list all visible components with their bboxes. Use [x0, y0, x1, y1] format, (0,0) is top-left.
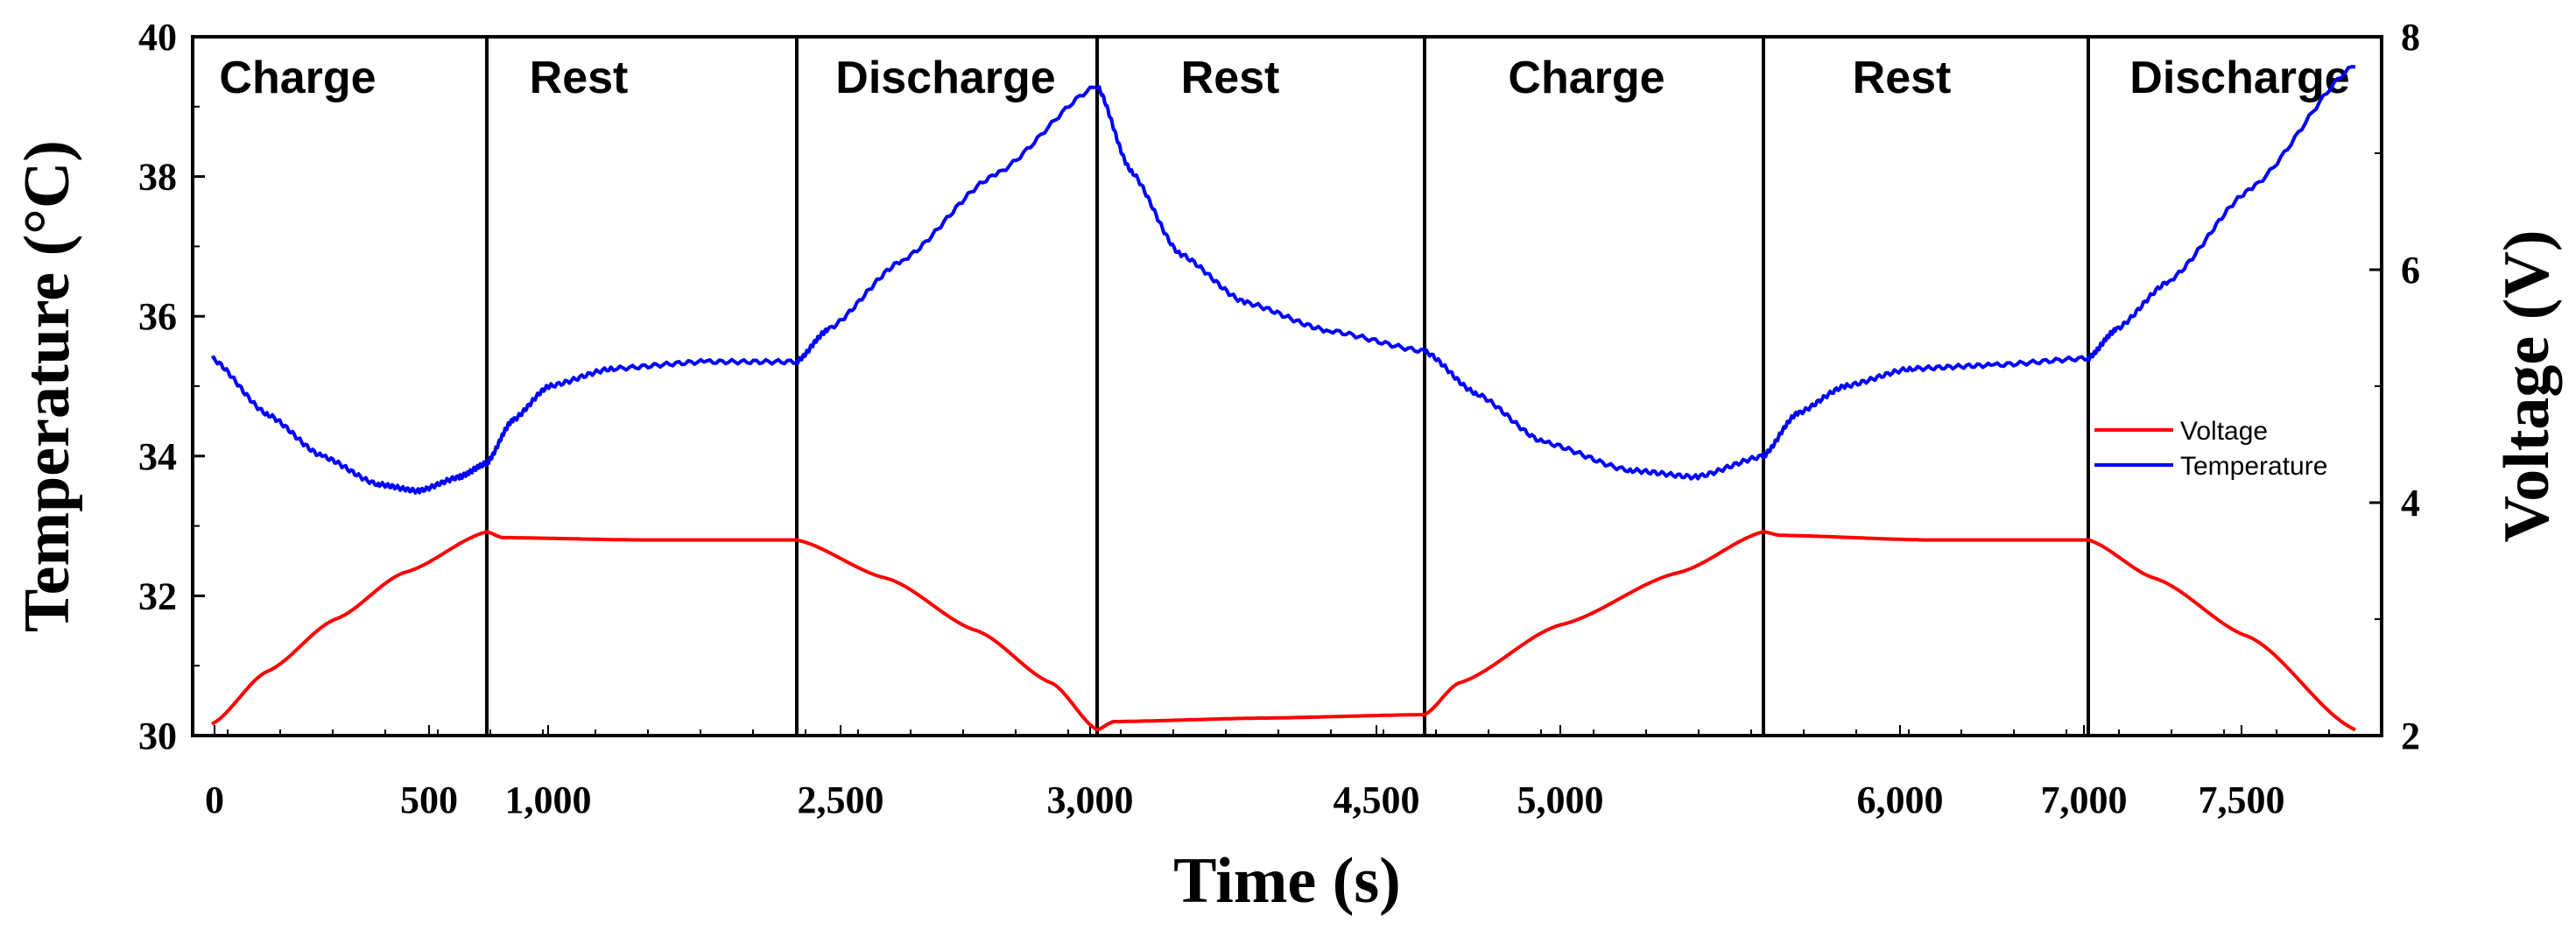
x-axis-title: Time (s): [1173, 845, 1401, 917]
x-tick-label: 5,000: [1517, 779, 1604, 821]
x-tick-label: 7,500: [2199, 779, 2285, 821]
left-tick-label: 38: [138, 156, 177, 199]
left-tick-label: 36: [138, 295, 177, 338]
phase-label-rest: Rest: [530, 53, 629, 103]
plot-frame: [191, 35, 2383, 737]
phase-label-charge: Charge: [219, 53, 376, 103]
phase-labels: Charge Rest Discharge Rest Charge Rest Dischar…: [219, 53, 2349, 103]
right-tick-label: 4: [2401, 482, 2420, 525]
left-tick-label: 34: [138, 435, 177, 478]
phase-label-discharge: Discharge: [835, 53, 1055, 103]
right-tick-label: 6: [2401, 249, 2420, 292]
right-tick-label: 8: [2401, 16, 2420, 59]
right-tick-label: 2: [2401, 715, 2420, 757]
x-tick-label: 1,000: [505, 779, 592, 821]
phase-label-rest: Rest: [1181, 53, 1280, 103]
left-axis-title: Temperature (°C): [11, 140, 83, 632]
x-tick-label: 500: [400, 779, 458, 821]
left-axis-ticks: 30 32 34 36 38 40: [138, 16, 205, 757]
voltage-series-line: [211, 530, 2356, 732]
x-tick-label: 3,000: [1047, 779, 1134, 821]
left-tick-label: 32: [138, 574, 177, 617]
phase-label-charge: Charge: [1508, 53, 1665, 103]
series-lines: [211, 65, 2356, 732]
legend-temperature-label: Temperature: [2180, 452, 2327, 481]
temperature-series-line: [211, 65, 2356, 495]
phase-label-rest: Rest: [1853, 53, 1952, 103]
x-tick-label: 2,500: [798, 779, 884, 821]
left-tick-label: 30: [138, 715, 177, 757]
legend-voltage-label: Voltage: [2180, 417, 2268, 446]
x-axis-ticks: 0 500 1,000 2,500 3,000 4,500 5,000 6,000 7,000 7…: [205, 725, 2330, 821]
right-axis-ticks: 2 4 6 8: [2369, 16, 2420, 757]
x-tick-label: 6,000: [1857, 779, 1944, 821]
right-axis-title: Voltage (V): [2491, 230, 2563, 543]
x-tick-label: 0: [205, 779, 224, 821]
x-tick-label: 7,000: [2041, 779, 2128, 821]
left-tick-label: 40: [138, 16, 177, 59]
phase-label-discharge: Discharge: [2129, 53, 2349, 103]
phase-dividers: [485, 37, 2090, 736]
x-tick-label: 4,500: [1334, 779, 1420, 821]
legend: Voltage Temperature: [2094, 417, 2327, 481]
